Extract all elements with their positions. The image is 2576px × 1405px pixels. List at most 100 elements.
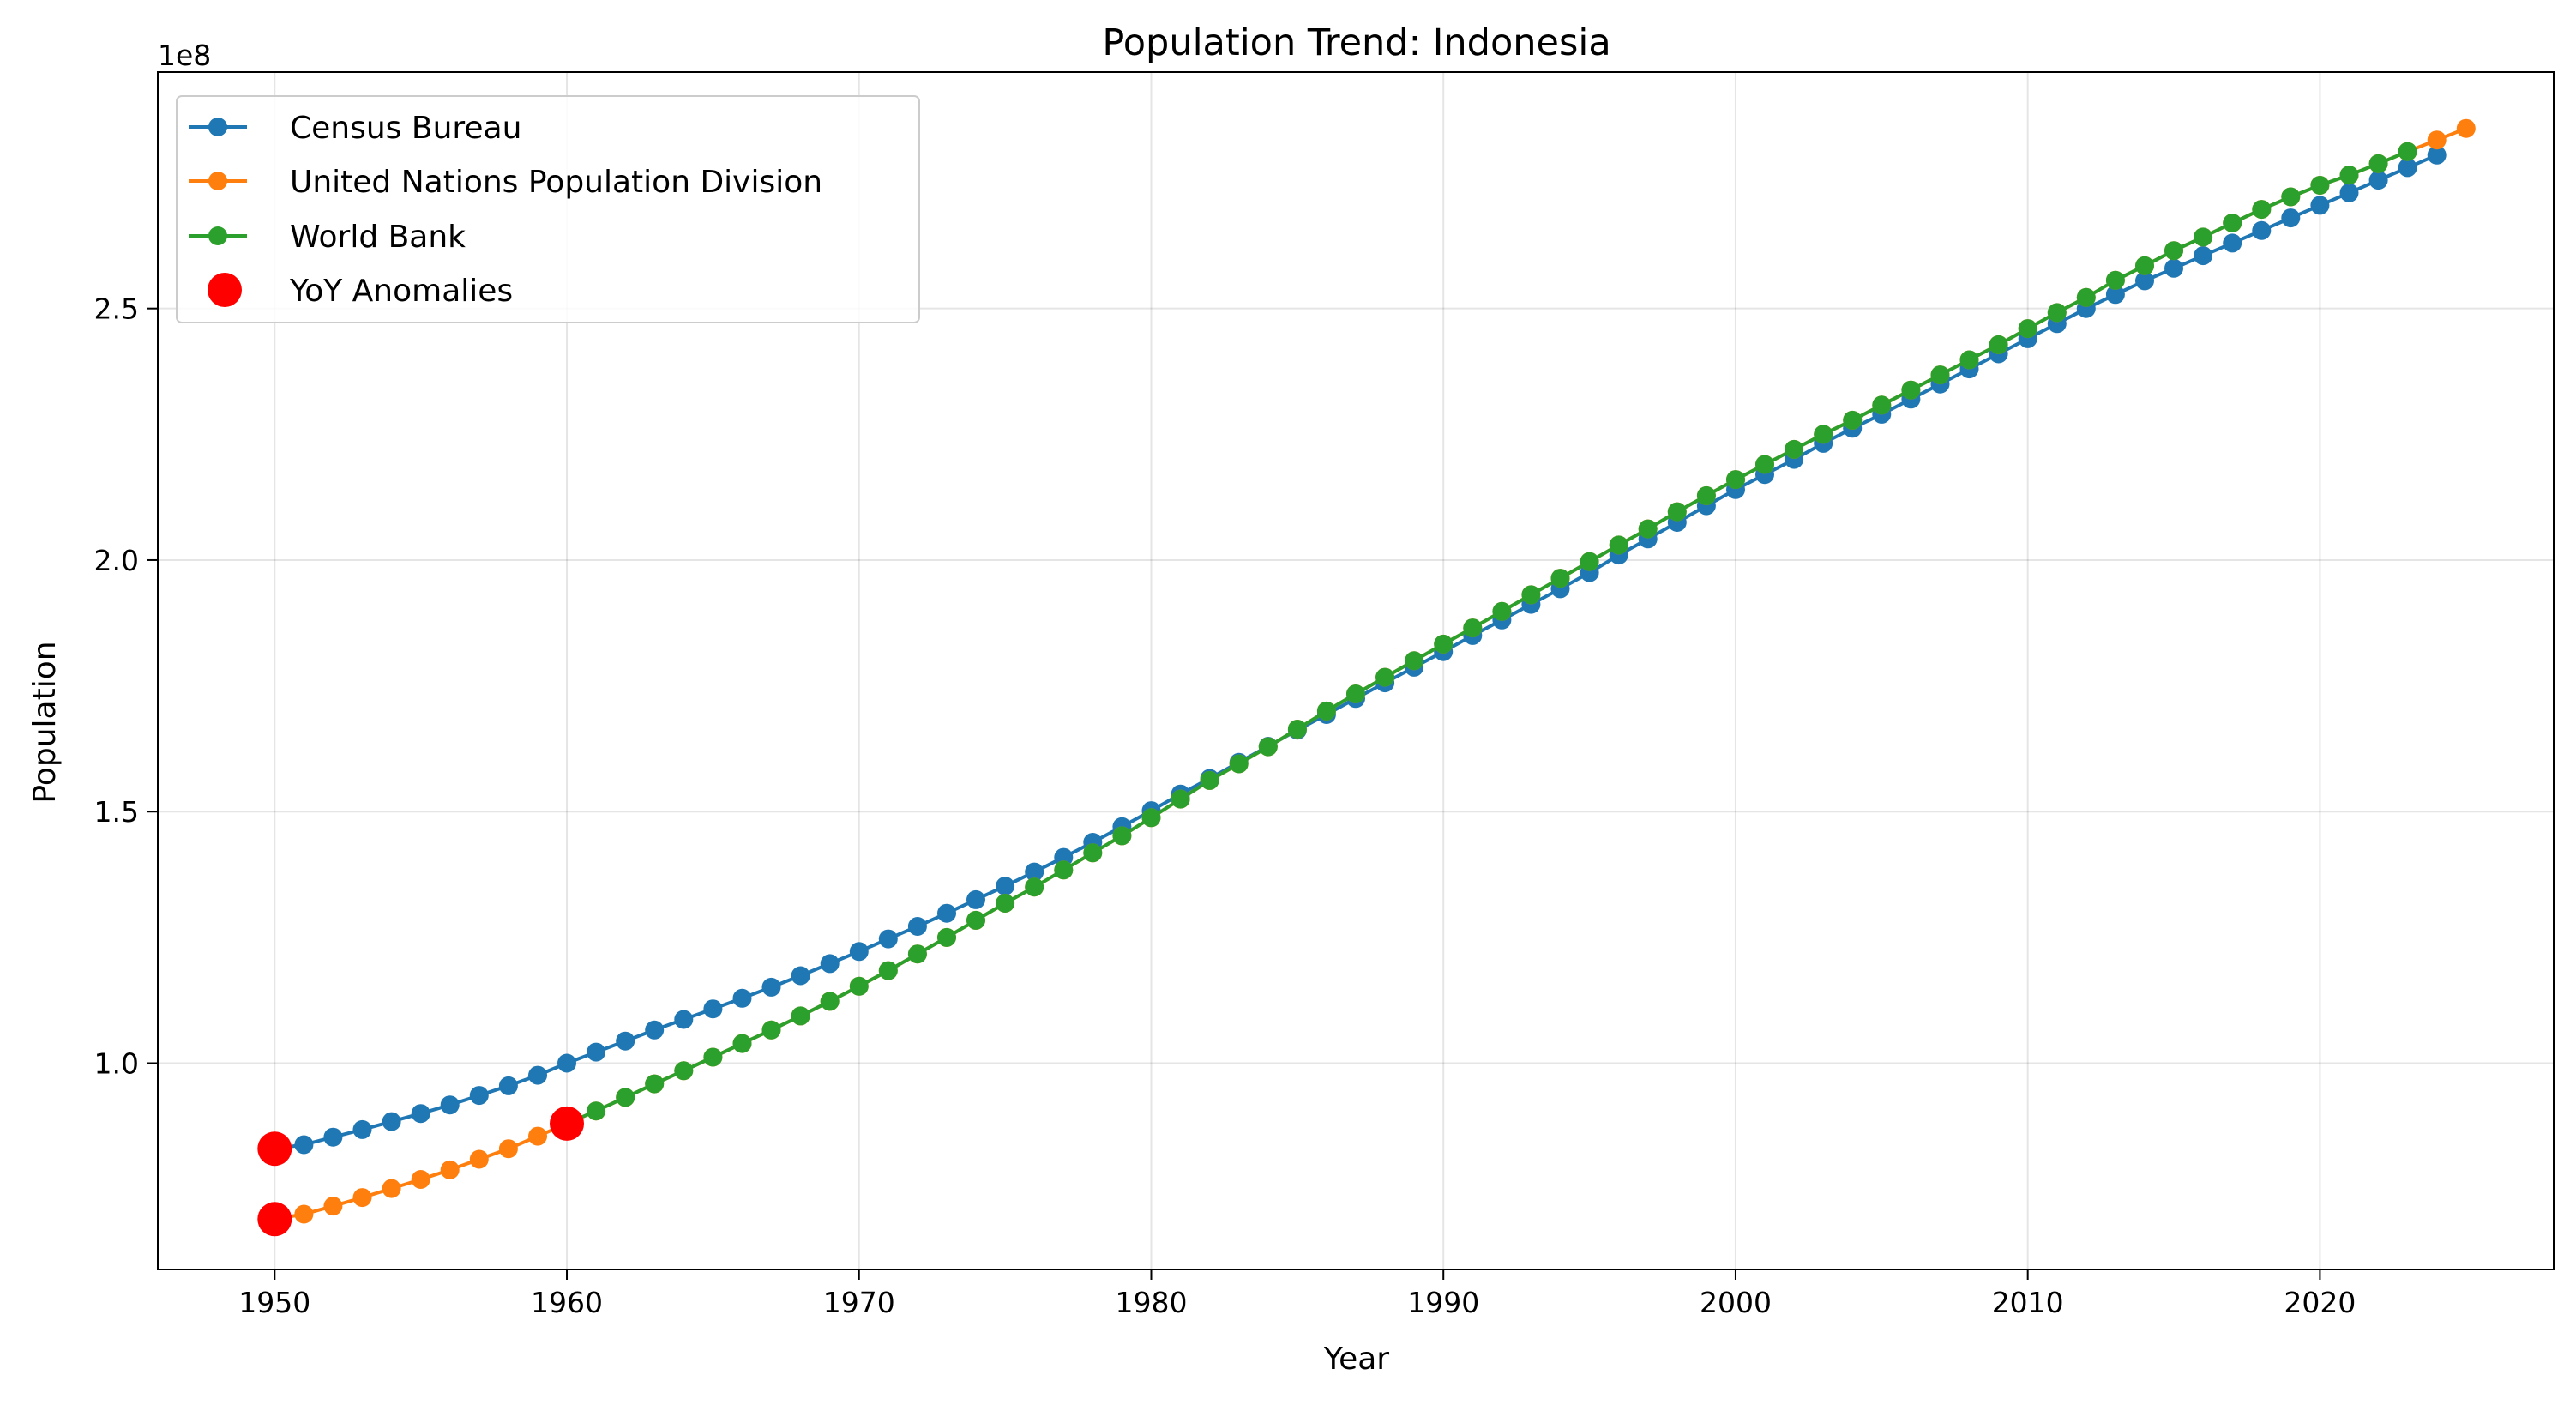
data-point-united-nations-population-division	[469, 1149, 489, 1169]
data-point-census-bureau	[820, 954, 840, 974]
plot-frame	[157, 71, 2555, 1270]
data-point-world-bank	[2339, 166, 2359, 185]
data-point-world-bank	[849, 976, 869, 996]
data-point-world-bank	[878, 961, 898, 980]
data-point-census-bureau	[528, 1065, 547, 1085]
data-point-world-bank	[1696, 485, 1716, 505]
data-point-census-bureau	[440, 1095, 460, 1115]
data-point-world-bank	[996, 894, 1015, 913]
legend-entry-yoy-anomalies: YoY Anomalies	[208, 273, 513, 309]
data-point-world-bank	[1492, 601, 1512, 621]
data-point-world-bank	[1463, 618, 1483, 638]
data-point-census-bureau	[645, 1020, 665, 1040]
legend: Census Bureau United Nations Population …	[176, 95, 920, 323]
data-point-census-bureau	[2252, 220, 2272, 240]
legend-entry-united-nations: United Nations Population Division	[189, 165, 822, 200]
data-point-united-nations-population-division	[528, 1126, 547, 1146]
data-point-world-bank	[1521, 585, 1541, 605]
data-point-world-bank	[1434, 634, 1454, 654]
data-point-united-nations-population-division	[2456, 118, 2476, 138]
y-tick-label: 1.5	[94, 795, 139, 829]
data-point-world-bank	[2368, 154, 2388, 173]
data-point-world-bank	[1785, 439, 1804, 459]
data-point-world-bank	[1375, 667, 1395, 687]
data-point-world-bank	[1025, 877, 1044, 897]
legend-marker-census-bureau	[208, 118, 227, 136]
y-tick-label: 1.0	[94, 1047, 139, 1081]
data-point-census-bureau	[761, 977, 781, 997]
data-point-world-bank	[674, 1061, 694, 1081]
data-point-census-bureau	[2105, 285, 2125, 305]
series-line-world-bank	[566, 149, 2409, 1125]
data-point-census-bureau	[323, 1127, 343, 1147]
data-point-world-bank	[1580, 552, 1599, 571]
data-point-census-bureau	[382, 1112, 401, 1131]
data-point-world-bank	[1083, 843, 1103, 863]
x-axis-ticks: 1950 1960 1970 1980 1990 2000 2010 2020	[238, 1269, 2356, 1319]
data-point-world-bank	[2047, 303, 2067, 323]
data-point-world-bank	[2252, 200, 2272, 220]
legend-marker-united-nations	[208, 172, 227, 190]
data-point-world-bank	[2076, 287, 2096, 307]
data-point-world-bank	[820, 992, 840, 1011]
data-point-census-bureau	[498, 1076, 518, 1095]
data-point-world-bank	[937, 927, 956, 947]
x-tick-label: 1980	[1115, 1286, 1187, 1319]
data-point-census-bureau	[2135, 271, 2154, 291]
data-point-world-bank	[1550, 569, 1570, 588]
data-point-census-bureau	[294, 1135, 314, 1155]
data-point-world-bank	[1989, 335, 2008, 354]
data-point-world-bank	[2398, 142, 2417, 161]
data-point-world-bank	[1112, 826, 1132, 846]
anomaly-layer	[257, 1106, 584, 1237]
data-point-world-bank	[1755, 455, 1774, 474]
data-point-world-bank	[2310, 176, 2330, 195]
data-point-census-bureau	[469, 1086, 489, 1106]
data-point-world-bank	[732, 1034, 752, 1053]
data-point-world-bank	[587, 1101, 606, 1121]
data-point-united-nations-population-division	[2427, 130, 2447, 150]
data-point-census-bureau	[2427, 145, 2447, 165]
data-point-world-bank	[1667, 502, 1687, 522]
data-point-united-nations-population-division	[323, 1197, 343, 1216]
data-point-census-bureau	[557, 1053, 576, 1073]
data-point-census-bureau	[2310, 196, 2330, 215]
data-point-united-nations-population-division	[498, 1139, 518, 1159]
anomaly-point	[550, 1106, 584, 1141]
data-point-world-bank	[2018, 319, 2037, 339]
data-point-world-bank	[2135, 256, 2154, 275]
data-point-united-nations-population-division	[411, 1170, 430, 1189]
data-point-census-bureau	[2194, 246, 2213, 266]
x-tick-label: 1960	[531, 1286, 603, 1319]
anomaly-point	[257, 1202, 292, 1237]
chart-title: Population Trend: Indonesia	[1102, 21, 1610, 64]
y-axis-ticks: 1.0 1.5 2.0 2.5	[94, 292, 158, 1081]
data-point-world-bank	[616, 1088, 635, 1107]
data-point-census-bureau	[1025, 862, 1044, 882]
data-point-census-bureau	[937, 903, 956, 923]
series-layer	[265, 118, 2476, 1229]
data-point-world-bank	[1346, 684, 1365, 703]
data-point-census-bureau	[907, 917, 927, 936]
data-point-census-bureau	[2164, 258, 2183, 278]
data-point-census-bureau	[2281, 208, 2301, 228]
legend-marker-yoy-anomalies	[208, 273, 242, 307]
data-point-census-bureau	[878, 929, 898, 949]
legend-box	[176, 95, 920, 323]
data-point-world-bank	[1258, 737, 1278, 757]
x-tick-label: 2020	[2284, 1286, 2356, 1319]
data-point-world-bank	[1638, 519, 1658, 539]
data-point-census-bureau	[966, 889, 985, 909]
x-tick-label: 2010	[1992, 1286, 2064, 1319]
data-point-world-bank	[1959, 350, 1979, 370]
data-point-world-bank	[1609, 535, 1628, 555]
data-point-census-bureau	[2339, 183, 2359, 202]
data-point-world-bank	[1171, 789, 1190, 809]
data-point-census-bureau	[2368, 171, 2388, 190]
data-point-census-bureau	[587, 1042, 606, 1062]
legend-marker-world-bank	[208, 226, 227, 245]
data-point-census-bureau	[2223, 233, 2242, 253]
data-point-world-bank	[2194, 227, 2213, 247]
data-point-census-bureau	[849, 942, 869, 962]
x-axis-label: Year	[1323, 1342, 1389, 1377]
